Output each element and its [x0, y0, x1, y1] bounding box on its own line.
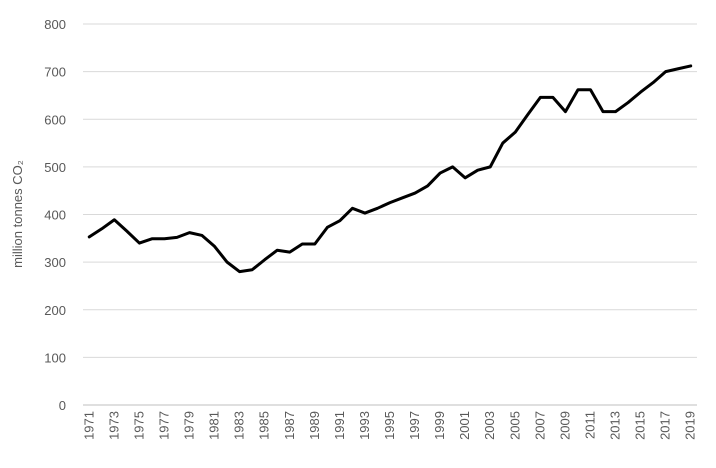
x-tick-label: 1997	[407, 411, 422, 440]
y-tick-label: 700	[44, 65, 66, 80]
x-tick-label: 1975	[131, 411, 146, 440]
x-tick-label: 1999	[432, 411, 447, 440]
x-tick-label: 2015	[633, 411, 648, 440]
x-tick-label: 1973	[106, 411, 121, 440]
x-tick-label: 2013	[608, 411, 623, 440]
x-tick-label: 2003	[482, 411, 497, 440]
data-line	[87, 64, 693, 274]
y-tick-label: 100	[44, 350, 66, 365]
y-tick-label: 800	[44, 17, 66, 32]
y-tick-label: 0	[59, 398, 66, 413]
y-axis-label: million tonnes CO₂	[10, 160, 25, 268]
x-tick-label: 2001	[457, 411, 472, 440]
x-tick-label: 1977	[156, 411, 171, 440]
x-tick-label: 1989	[307, 411, 322, 440]
x-tick-label: 2017	[658, 411, 673, 440]
x-tick-label: 1983	[232, 411, 247, 440]
y-tick-label: 500	[44, 160, 66, 175]
x-tick-label: 2011	[582, 411, 597, 439]
x-tick-label: 2009	[557, 411, 572, 440]
x-tick-label: 1979	[182, 411, 197, 440]
x-tick-label: 2007	[532, 411, 547, 440]
x-tick-label: 2019	[683, 411, 698, 440]
x-tick-label: 1987	[282, 411, 297, 440]
x-tick-label: 2005	[507, 411, 522, 440]
y-tick-label: 600	[44, 112, 66, 127]
x-tick-label: 1971	[81, 411, 96, 440]
x-tick-label: 1995	[382, 411, 397, 440]
x-tick-label: 1991	[332, 411, 347, 440]
y-tick-label: 400	[44, 208, 66, 223]
x-tick-label: 1985	[257, 411, 272, 440]
x-tick-label: 1981	[207, 411, 222, 440]
x-tick-label: 1993	[357, 411, 372, 440]
y-tick-label: 300	[44, 255, 66, 270]
y-tick-label: 200	[44, 303, 66, 318]
